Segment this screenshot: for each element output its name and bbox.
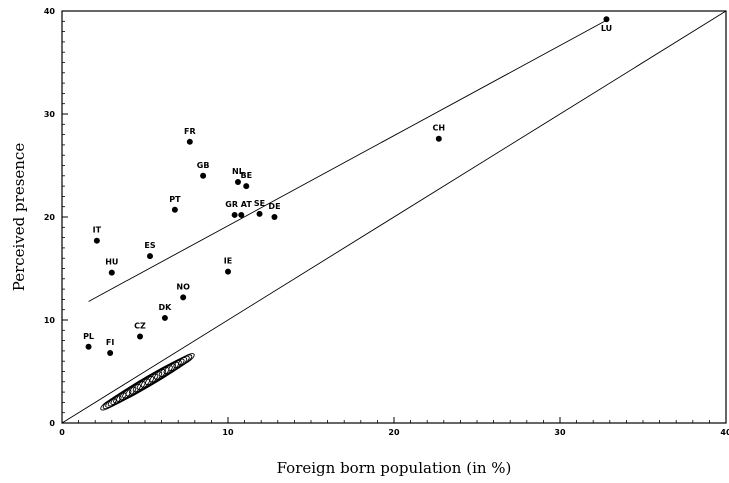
regression-line (88, 19, 607, 302)
diagonal-line (61, 10, 727, 424)
data-point (108, 269, 115, 276)
data-point (161, 314, 168, 321)
point-label: DK (158, 303, 172, 312)
data-point (238, 211, 245, 218)
point-label: AT (241, 200, 253, 209)
point-label: ES (144, 241, 155, 250)
data-point (603, 16, 610, 23)
x-tick-label: 30 (554, 428, 566, 437)
data-point (146, 253, 153, 260)
tick-labels: 0 10 20 30 40 0 10 20 30 40 (44, 7, 729, 437)
data-point (231, 211, 238, 218)
ellipse-mark (178, 353, 195, 366)
x-tick-label: 0 (59, 428, 65, 437)
data-point (107, 349, 114, 356)
point-label: PL (83, 332, 94, 341)
minor-ticks (62, 20, 710, 423)
point-label: DE (268, 202, 280, 211)
point-label: BE (240, 171, 252, 180)
data-point (93, 237, 100, 244)
data-point (171, 206, 178, 213)
y-tick-label: 10 (44, 316, 56, 325)
y-tick-label: 20 (44, 213, 56, 222)
x-tick-label: 10 (222, 428, 234, 437)
data-point (200, 172, 207, 179)
data-point (435, 135, 442, 142)
point-label: GR (225, 200, 238, 209)
data-point (180, 294, 187, 301)
x-tick-label: 20 (388, 428, 400, 437)
y-tick-label: 40 (44, 7, 56, 16)
point-label: GB (197, 161, 210, 170)
point-label: FR (184, 127, 196, 136)
point-label: NO (176, 282, 190, 291)
point-label: SE (254, 199, 265, 208)
point-label: IE (224, 257, 232, 266)
point-label: FI (106, 338, 114, 347)
x-axis-title: Foreign born population (in %) (277, 459, 512, 477)
point-label: HU (105, 258, 118, 267)
y-tick-label: 0 (49, 419, 55, 428)
ellipse-cluster (100, 353, 195, 411)
point-label: CZ (134, 321, 146, 330)
data-point (234, 178, 241, 185)
x-tick-label: 40 (720, 428, 729, 437)
data-point (186, 138, 193, 145)
data-point (243, 183, 250, 190)
point-label: NL (232, 167, 244, 176)
reference-lines (61, 10, 727, 424)
data-point (256, 210, 263, 217)
point-label: IT (93, 226, 102, 235)
data-point (85, 343, 92, 350)
y-axis-title: Perceived presence (10, 143, 28, 292)
data-point (271, 214, 278, 220)
y-tick-label: 30 (44, 110, 56, 119)
point-label: LU (601, 24, 612, 33)
major-ticks (61, 10, 727, 424)
data-point (137, 333, 144, 340)
point-label: CH (433, 124, 446, 133)
data-point (225, 268, 231, 275)
point-label: PT (169, 195, 181, 204)
